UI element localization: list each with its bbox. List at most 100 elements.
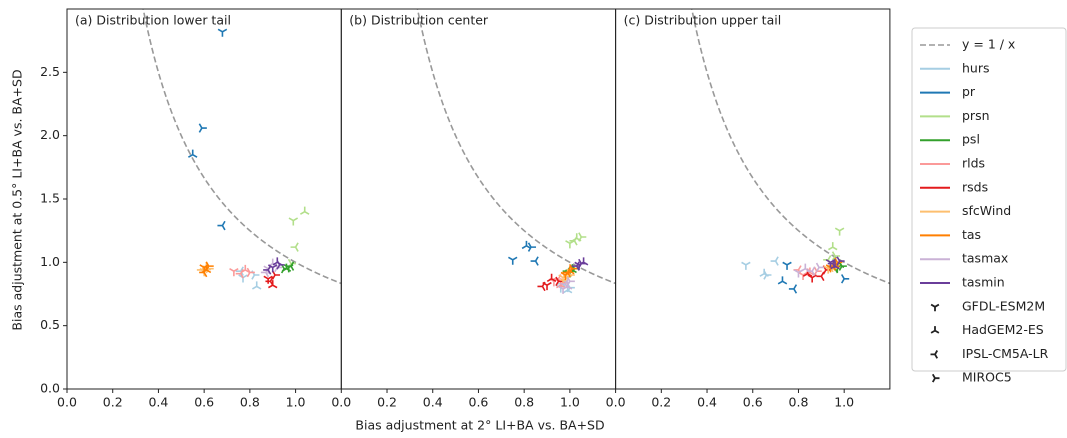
point [286,261,295,271]
y-tick-label: 1.0 [40,254,60,269]
panel-title: (c) Distribution upper tail [624,13,782,28]
legend-marker [930,326,940,334]
x-tick-label: 0.8 [514,395,534,410]
point [831,251,841,261]
point [782,261,792,270]
point [198,123,207,133]
x-tick-label: 0.8 [789,395,809,410]
point [527,242,537,252]
point [807,274,817,283]
point [288,217,299,226]
panel-title: (b) Distribution center [349,13,489,28]
y-axis-label: Bias adjustment at 0.5° LI+BA vs. BA+SD [10,69,25,330]
legend-label: MIROC5 [962,370,1012,385]
point [836,256,845,266]
x-axis-label: Bias adjustment at 2° LI+BA vs. BA+SD [355,418,604,433]
reference-curve [690,9,890,285]
legend-marker [931,373,940,383]
y-tick-label: 0.0 [40,381,60,396]
point [741,261,751,270]
point [276,260,285,270]
x-tick-label: 0.0 [57,395,77,410]
x-tick-label: 0.4 [423,395,443,410]
point [788,284,798,294]
legend-label: sfcWind [962,203,1011,218]
x-tick-label: 0.4 [697,395,717,410]
legend-label: psl [962,132,980,147]
panel-frame [615,8,891,390]
point [571,261,580,271]
point [568,263,578,274]
legend-label: pr [962,84,976,99]
legend-marker [930,350,939,359]
point [299,206,310,215]
y-tick-label: 0.5 [40,317,60,332]
reference-curve [416,9,616,285]
x-tick-label: 0.6 [194,395,214,410]
panel-title: (a) Distribution lower tail [75,13,231,28]
point [562,267,571,278]
x-tick-label: 0.4 [148,395,168,410]
point [271,270,281,280]
panel-frame [340,8,617,390]
x-tick-label: 0.2 [377,395,397,410]
x-tick-label: 0.6 [469,395,489,410]
point [537,281,546,292]
point [530,256,539,266]
legend-label: GFDL-ESM2M [962,298,1045,313]
x-tick-label: 0.2 [651,395,671,410]
x-tick-label: 0.0 [606,395,626,410]
point [763,270,772,280]
y-tick-label: 2.5 [40,64,60,79]
point [187,149,198,158]
point [578,232,587,242]
point [205,261,214,271]
x-tick-label: 1.0 [834,395,854,410]
x-tick-label: 0.8 [240,395,260,410]
point [217,220,226,231]
point [578,258,587,269]
point [834,227,845,236]
legend-label: tasmax [962,251,1008,266]
point [560,279,569,289]
point [827,258,836,269]
legend-label: HadGEM2-ES [962,322,1044,337]
point [566,276,575,287]
panel-frame [66,8,342,390]
point [800,263,811,272]
point [546,273,557,282]
x-tick-label: 1.0 [560,395,580,410]
legend-label: IPSL-CM5A-LR [962,346,1049,361]
point [542,281,552,291]
point [246,267,255,278]
point [217,28,228,37]
legend-label: rsds [962,179,988,194]
legend-label: tas [962,227,981,242]
point [290,242,299,252]
point [807,266,816,276]
y-tick-label: 2.0 [40,127,60,142]
point [263,265,272,275]
point [815,262,825,273]
point [508,256,518,265]
point [828,242,838,251]
y-tick-label: 1.5 [40,191,60,206]
legend-label: y = 1 / x [962,37,1015,52]
legend-marker [930,303,940,312]
legend-label: rlds [962,156,985,171]
point [777,276,788,285]
reference-curve [142,9,342,285]
point [229,268,239,277]
legend-label: hurs [962,60,990,75]
point [235,269,244,279]
point [840,274,850,284]
point [770,256,779,266]
point [816,271,825,282]
x-tick-label: 0.2 [103,395,123,410]
point [569,236,578,246]
point [251,281,262,290]
legend-box [911,27,1067,372]
x-tick-label: 0.0 [331,395,351,410]
x-tick-label: 1.0 [286,395,306,410]
